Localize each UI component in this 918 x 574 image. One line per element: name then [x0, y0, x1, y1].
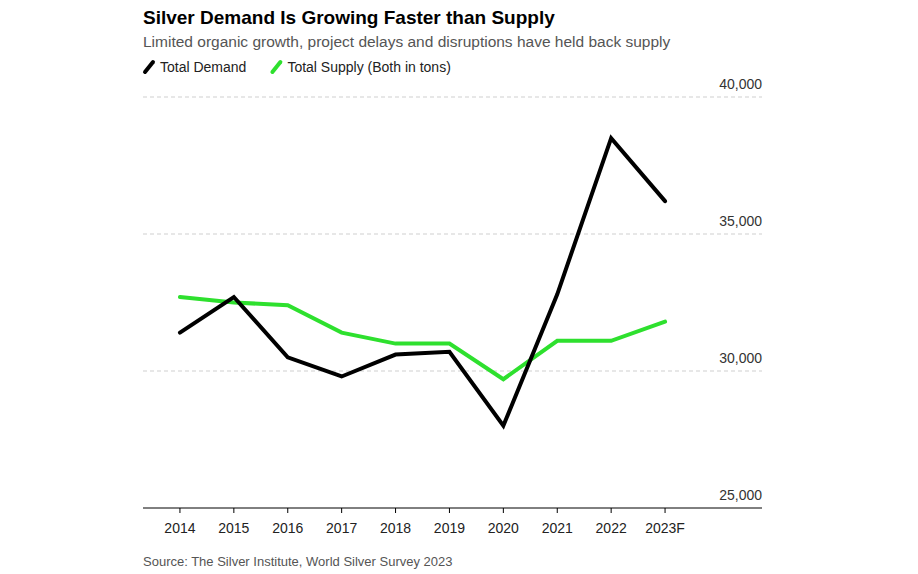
- legend-label: Total Supply (Both in tons): [287, 59, 450, 75]
- x-tick-label: 2014: [164, 520, 195, 536]
- grid-line: [143, 234, 762, 235]
- subtitle: Limited organic growth, project delays a…: [143, 33, 671, 50]
- x-tick-label: 2022: [596, 520, 627, 536]
- x-tick: [449, 508, 450, 513]
- legend: Total Demand Total Supply (Both in tons): [145, 59, 451, 75]
- x-tick-label: 2020: [488, 520, 519, 536]
- x-tick-label: 2016: [272, 520, 303, 536]
- x-tick: [665, 508, 666, 513]
- legend-swatch: [272, 62, 280, 72]
- y-tick-label: 30,000: [719, 350, 762, 366]
- x-tick: [557, 508, 558, 513]
- grid-line: [143, 97, 762, 98]
- legend-swatch: [145, 62, 153, 72]
- x-tick: [503, 508, 504, 513]
- title: Silver Demand Is Growing Faster than Sup…: [143, 7, 555, 28]
- grid-line: [143, 371, 762, 372]
- x-tick: [233, 508, 234, 513]
- x-tick: [395, 508, 396, 513]
- source: Source: The Silver Institute, World Silv…: [143, 554, 453, 569]
- x-axis-line: [143, 508, 762, 509]
- y-tick-label: 35,000: [719, 213, 762, 229]
- x-tick-label: 2018: [380, 520, 411, 536]
- x-tick: [179, 508, 180, 513]
- x-tick-label: 2019: [434, 520, 465, 536]
- x-tick-label: 2021: [542, 520, 573, 536]
- x-tick-label: 2023F: [645, 520, 685, 536]
- y-tick-label: 40,000: [719, 76, 762, 92]
- legend-label: Total Demand: [160, 59, 246, 75]
- series-line: [180, 138, 665, 426]
- y-tick-label: 25,000: [719, 487, 762, 503]
- series-line: [180, 297, 665, 379]
- x-tick: [287, 508, 288, 513]
- x-tick: [611, 508, 612, 513]
- plot-area: [180, 138, 665, 426]
- x-tick: [341, 508, 342, 513]
- x-tick-label: 2017: [326, 520, 357, 536]
- chart-root: Silver Demand Is Growing Faster than Sup…: [0, 0, 918, 574]
- chart: Silver Demand Is Growing Faster than Sup…: [0, 0, 918, 574]
- x-tick-label: 2015: [218, 520, 249, 536]
